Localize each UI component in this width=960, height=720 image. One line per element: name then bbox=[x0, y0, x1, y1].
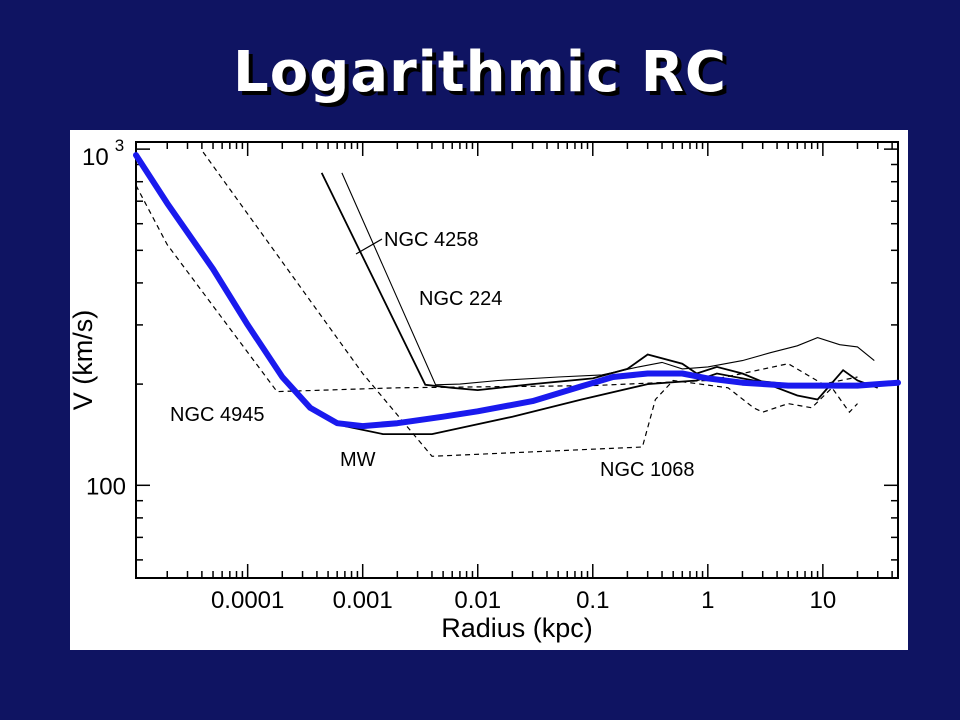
annotation-ngc-224: NGC 224 bbox=[419, 288, 502, 310]
annotation-ngc-4258: NGC 4258 bbox=[384, 229, 479, 251]
annotation-ngc-4258-pointer bbox=[355, 238, 383, 255]
annotation-mw: MW bbox=[340, 449, 376, 471]
series-line-fit bbox=[133, 152, 901, 430]
x-tick-label: 0.001 bbox=[333, 587, 393, 614]
slide-title: Logarithmic RC bbox=[233, 40, 727, 105]
annotation-ngc-1068: NGC 1068 bbox=[600, 459, 695, 481]
x-tick-label: 1 bbox=[701, 587, 714, 614]
y-tick-label: 10 3 bbox=[82, 136, 124, 171]
x-axis-title: Radius (kpc) bbox=[441, 613, 593, 643]
rotation-curve-chart: 0.0001 0.001 0.01 0.1 1 10 100 10 3 Radius (kpc)… bbox=[70, 136, 901, 643]
x-tick-label: 10 bbox=[810, 587, 837, 614]
curve-annotations: NGC 4258 NGC 224 NGC 4945 MW NGC 1068 bbox=[170, 229, 695, 481]
plot-area bbox=[135, 141, 899, 579]
series-line-ngc-1068 bbox=[202, 151, 858, 457]
series-lines bbox=[133, 151, 901, 457]
axis-labels: Radius (kpc) V (km/s) bbox=[70, 310, 593, 643]
x-tick-label: 0.01 bbox=[454, 587, 501, 614]
axis-ticks: 0.0001 0.001 0.01 0.1 1 10 100 10 3 bbox=[82, 136, 898, 614]
series-line-ngc-224 bbox=[320, 172, 879, 401]
series-line-ngc-4258 bbox=[341, 172, 875, 386]
chart-panel: 0.0001 0.001 0.01 0.1 1 10 100 10 3 Radius (kpc)… bbox=[70, 130, 908, 650]
annotation-ngc-4945: NGC 4945 bbox=[170, 404, 265, 426]
y-tick-label: 100 bbox=[86, 473, 126, 500]
x-tick-label: 0.1 bbox=[576, 587, 609, 614]
x-tick-label: 0.0001 bbox=[211, 587, 284, 614]
y-axis-title: V (km/s) bbox=[70, 310, 98, 411]
y-tick-exponent: 3 bbox=[115, 136, 124, 155]
plot-frame bbox=[135, 141, 899, 579]
